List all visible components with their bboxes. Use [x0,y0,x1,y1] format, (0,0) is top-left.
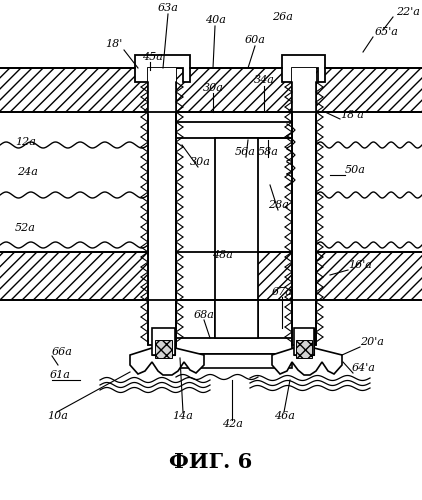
Bar [215,300,258,338]
Text: 46a: 46a [273,411,295,421]
Bar [215,138,258,338]
Text: 20'a: 20'a [360,337,384,347]
Text: 61a: 61a [50,370,71,380]
Text: 45a: 45a [141,52,162,62]
Text: ФИГ. 6: ФИГ. 6 [169,452,253,472]
Bar [155,340,172,358]
Text: 18': 18' [105,39,122,49]
Text: 52a: 52a [15,223,36,233]
Polygon shape [135,55,190,82]
Bar [0,68,422,112]
Text: 14a: 14a [173,411,193,421]
Bar [148,252,258,300]
Text: 34a: 34a [254,75,274,85]
Text: 56a: 56a [235,147,255,157]
Bar [176,338,292,354]
Bar [294,328,314,355]
Text: 30a: 30a [203,83,223,93]
Text: 26a: 26a [272,12,292,22]
Text: 10a: 10a [48,411,68,421]
Bar [152,328,175,355]
Bar [296,340,312,358]
Text: 42a: 42a [222,419,242,429]
Bar [148,68,176,114]
Text: 48a: 48a [211,250,233,260]
Text: 12a: 12a [15,137,36,147]
Text: 66a: 66a [52,347,73,357]
Bar [176,122,292,138]
Text: 16'a: 16'a [348,260,372,270]
Bar [292,252,316,300]
Bar [0,252,422,300]
Text: 50a: 50a [345,165,366,175]
Text: 64'a: 64'a [352,363,376,373]
Polygon shape [130,348,204,375]
Bar [294,328,314,355]
Bar [292,68,316,345]
Bar [152,328,175,355]
Bar [148,68,176,112]
Text: 28a: 28a [268,200,289,210]
Text: 65'a: 65'a [375,27,399,37]
Text: 40a: 40a [205,15,225,25]
Bar [148,68,176,345]
Text: 30a: 30a [189,157,211,167]
Bar [292,252,316,300]
Text: 24a: 24a [17,167,38,177]
Text: 22'a: 22'a [396,7,420,17]
Text: 60a: 60a [245,35,265,45]
Text: 58a: 58a [257,147,279,157]
Text: 68a: 68a [194,310,214,320]
Bar [292,68,316,114]
Bar [176,354,292,368]
Bar [292,68,316,112]
Text: 67a: 67a [272,287,292,297]
Polygon shape [282,55,325,82]
Text: 63a: 63a [157,3,179,13]
Bar [148,252,176,300]
Text: 18'a: 18'a [340,110,364,120]
Polygon shape [272,348,342,375]
